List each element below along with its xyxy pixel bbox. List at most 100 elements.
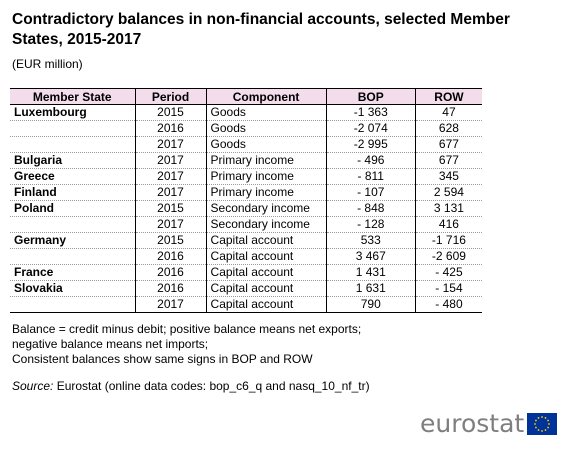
table-row: Bulgaria 2017 Primary income - 496 677 bbox=[10, 152, 482, 169]
eu-flag-star bbox=[544, 429, 547, 431]
cell-component: Capital account bbox=[205, 264, 327, 281]
table-row: 2017 Capital account 790- 480 bbox=[10, 296, 482, 313]
cell-component: Secondary income bbox=[205, 216, 327, 233]
cell-period: 2017 bbox=[134, 216, 207, 233]
eu-flag-star bbox=[541, 416, 544, 418]
source-label: Source: bbox=[12, 379, 54, 393]
source-line: Source: Eurostat (online data codes: bop… bbox=[12, 379, 370, 394]
cell-component: Goods bbox=[205, 136, 327, 153]
cell-bop: - 496 bbox=[325, 152, 416, 169]
table-row: 2017 Goods -2 995 677 bbox=[10, 136, 482, 153]
cell-member-state: Luxembourg bbox=[10, 104, 135, 121]
cell-row: - 154 bbox=[414, 280, 482, 297]
eu-flag-star bbox=[537, 429, 540, 431]
eu-flag-star bbox=[535, 426, 538, 429]
cell-component: Capital account bbox=[205, 248, 327, 265]
cell-member-state: Germany bbox=[10, 232, 135, 249]
cell-component: Primary income bbox=[205, 168, 327, 185]
table-title: Contradictory balances in non-financial … bbox=[12, 11, 510, 48]
table-header-row: Member State Period Component BOP ROW bbox=[10, 88, 482, 105]
cell-bop: - 811 bbox=[325, 168, 416, 185]
note-line: negative balance means net imports; bbox=[12, 337, 209, 351]
cell-component: Primary income bbox=[205, 184, 327, 201]
cell-bop: -2 995 bbox=[325, 136, 416, 153]
eu-flag-star bbox=[547, 419, 550, 422]
cell-period: 2015 bbox=[134, 232, 207, 249]
cell-period: 2015 bbox=[134, 200, 207, 217]
cell-period: 2016 bbox=[134, 280, 207, 297]
note-line: Consistent balances show same signs in B… bbox=[12, 352, 313, 366]
cell-period: 2017 bbox=[134, 152, 207, 169]
table-notes: Balance = credit minus debit; positive b… bbox=[12, 322, 361, 367]
cell-member-state: Finland bbox=[10, 184, 135, 201]
eu-flag-icon bbox=[527, 413, 558, 435]
header-row: ROW bbox=[414, 88, 482, 105]
eurostat-logo-text: eurostat bbox=[420, 409, 525, 438]
table-row: Slovakia 2016 Capital account 1 631- 154 bbox=[10, 280, 482, 297]
cell-row: 628 bbox=[414, 120, 482, 137]
cell-row: - 480 bbox=[414, 296, 482, 313]
cell-row: 416 bbox=[414, 216, 482, 233]
cell-bop: 1 631 bbox=[325, 280, 416, 297]
table-row: France 2016 Capital account 1 431- 425 bbox=[10, 264, 482, 281]
cell-period: 2016 bbox=[134, 264, 207, 281]
cell-bop: -1 363 bbox=[325, 104, 416, 121]
cell-row: 677 bbox=[414, 136, 482, 153]
cell-row: -1 716 bbox=[414, 232, 482, 249]
cell-member-state: France bbox=[10, 264, 135, 281]
cell-member-state bbox=[10, 296, 135, 313]
table-body: Luxembourg 2015 Goods -1 363 47 2016 Goods -2 0… bbox=[10, 104, 482, 313]
cell-row: - 425 bbox=[414, 264, 482, 281]
cell-component: Goods bbox=[205, 104, 327, 121]
cell-bop: 790 bbox=[325, 296, 416, 313]
cell-row: 47 bbox=[414, 104, 482, 121]
cell-bop: 3 467 bbox=[325, 248, 416, 265]
cell-member-state: Slovakia bbox=[10, 280, 135, 297]
table-row: Germany 2015 Capital account 533 -1 716 bbox=[10, 232, 482, 249]
table-row: Poland 2015 Secondary income - 848 3 131 bbox=[10, 200, 482, 217]
cell-member-state bbox=[10, 120, 135, 137]
cell-row: -2 609 bbox=[414, 248, 482, 265]
cell-member-state bbox=[10, 216, 135, 233]
cell-component: Primary income bbox=[205, 152, 327, 169]
cell-row: 345 bbox=[414, 168, 482, 185]
eu-flag-star bbox=[548, 423, 551, 425]
header-member-state: Member State bbox=[10, 88, 135, 105]
header-component: Component bbox=[205, 88, 327, 105]
cell-period: 2016 bbox=[134, 120, 207, 137]
eu-flag-star bbox=[535, 419, 538, 422]
cell-row: 3 131 bbox=[414, 200, 482, 217]
cell-bop: -2 074 bbox=[325, 120, 416, 137]
cell-period: 2015 bbox=[134, 104, 207, 121]
cell-member-state bbox=[10, 248, 135, 265]
cell-row: 677 bbox=[414, 152, 482, 169]
cell-component: Capital account bbox=[205, 296, 327, 313]
eurostat-logo: eurostat bbox=[420, 409, 558, 439]
cell-bop: - 107 bbox=[325, 184, 416, 201]
table-row: Greece 2017 Primary income - 811 345 bbox=[10, 168, 482, 185]
table-row: Luxembourg 2015 Goods -1 363 47 bbox=[10, 104, 482, 121]
cell-member-state: Greece bbox=[10, 168, 135, 185]
table-unit: (EUR million) bbox=[12, 57, 83, 71]
cell-period: 2017 bbox=[134, 296, 207, 313]
cell-component: Secondary income bbox=[205, 200, 327, 217]
cell-bop: - 848 bbox=[325, 200, 416, 217]
table-row: Finland 2017 Primary income - 107 2 594 bbox=[10, 184, 482, 201]
cell-component: Goods bbox=[205, 120, 327, 137]
cell-period: 2017 bbox=[134, 184, 207, 201]
cell-bop: 1 431 bbox=[325, 264, 416, 281]
cell-row: 2 594 bbox=[414, 184, 482, 201]
eu-flag-star bbox=[537, 417, 540, 419]
cell-component: Capital account bbox=[205, 280, 327, 297]
cell-member-state: Poland bbox=[10, 200, 135, 217]
eu-flag-star bbox=[534, 423, 537, 425]
eu-flag-star bbox=[547, 426, 550, 429]
table-row: 2016 Goods -2 074 628 bbox=[10, 120, 482, 137]
cell-component: Capital account bbox=[205, 232, 327, 249]
cell-bop: - 128 bbox=[325, 216, 416, 233]
eu-flag-star bbox=[544, 417, 547, 419]
eu-flag-star bbox=[541, 430, 544, 432]
cell-period: 2017 bbox=[134, 136, 207, 153]
header-bop: BOP bbox=[325, 88, 416, 105]
cell-period: 2016 bbox=[134, 248, 207, 265]
